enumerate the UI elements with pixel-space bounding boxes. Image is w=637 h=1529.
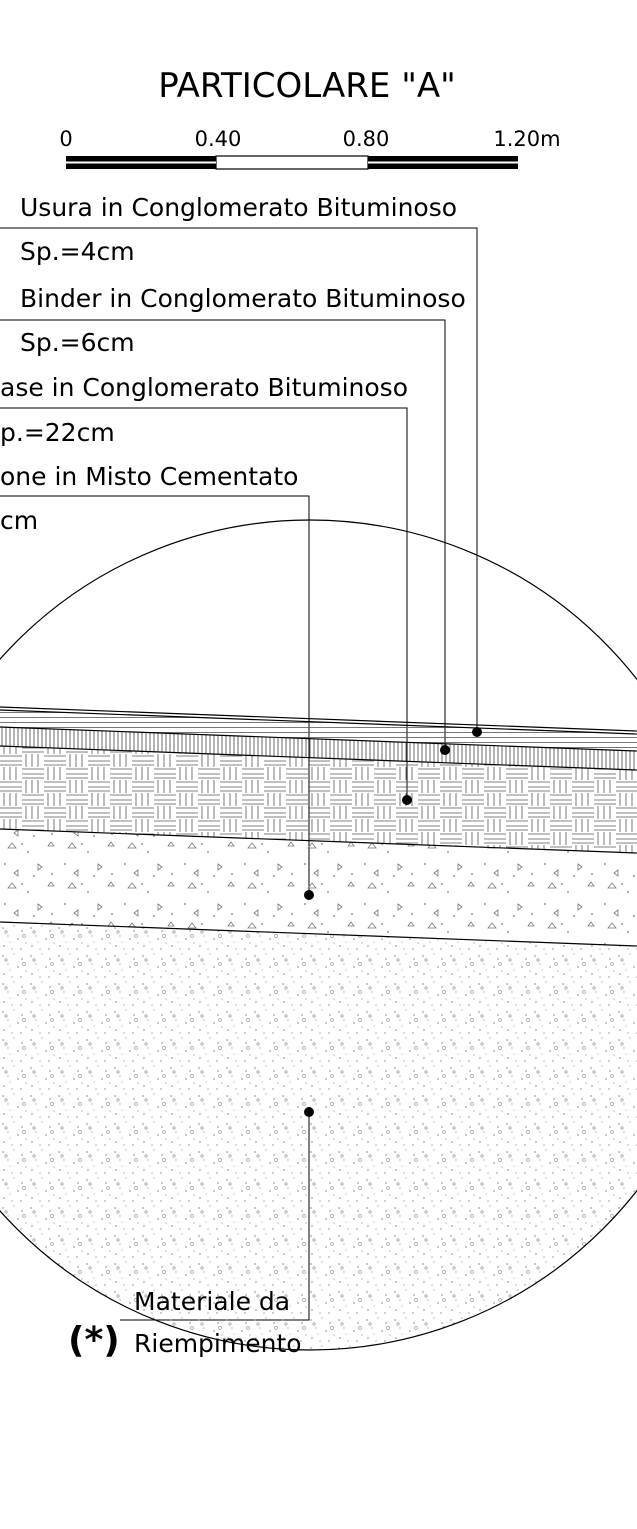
layer-misto-name: one in Misto Cementato: [0, 462, 298, 491]
layer-base-thickness: p.=22cm: [0, 418, 115, 447]
section-detail: [0, 706, 637, 1350]
layer-binder-thickness: Sp.=6cm: [20, 328, 135, 357]
layer-usura-thickness: Sp.=4cm: [20, 237, 135, 266]
scale-tick-040: 0.40: [195, 127, 242, 151]
layer-binder-name: Binder in Conglomerato Bituminoso: [20, 284, 466, 313]
fill-note-line2: Riempimento: [134, 1329, 302, 1358]
layer-usura-name: Usura in Conglomerato Bituminoso: [20, 193, 457, 222]
fill-note-marker: (*): [68, 1320, 120, 1361]
leader-dots: [304, 727, 482, 1117]
scale-bar: [66, 155, 518, 170]
scale-tick-080: 0.80: [343, 127, 390, 151]
scale-tick-120: 1.20m: [493, 127, 560, 151]
fill-note-line1: Materiale da: [134, 1287, 290, 1316]
drawing-title: PARTICOLARE "A": [158, 66, 455, 106]
layer-base-name: ase in Conglomerato Bituminoso: [0, 373, 408, 402]
detail-circle: [0, 519, 637, 1351]
layer-misto-thickness: cm: [0, 506, 38, 535]
scale-tick-0: 0: [59, 127, 72, 151]
